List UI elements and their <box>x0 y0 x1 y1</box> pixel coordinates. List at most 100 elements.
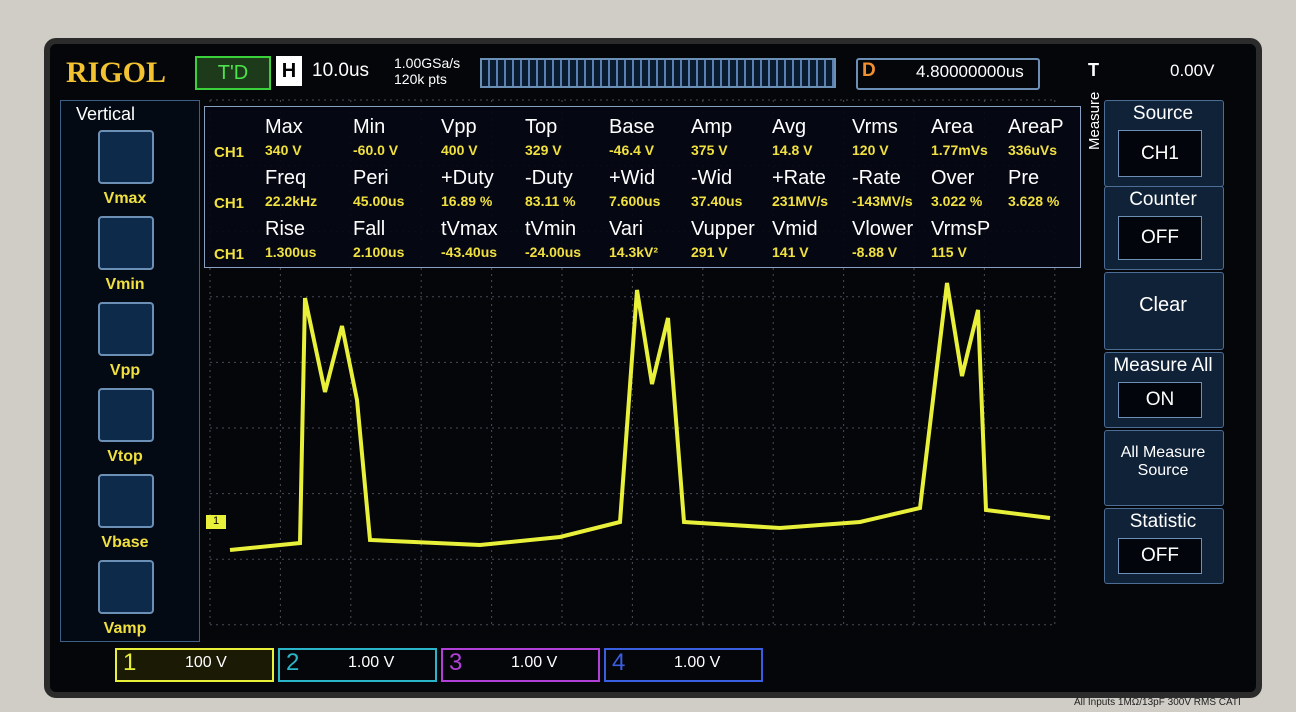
menu-value[interactable]: CH1 <box>1118 130 1202 177</box>
measure-value: 400 V <box>441 142 478 158</box>
measure-value: 141 V <box>772 244 809 260</box>
measure-name: Min <box>353 116 386 138</box>
channel-scale[interactable]: 1.00 V <box>348 654 395 671</box>
measure-name: Avg <box>772 116 807 138</box>
measure-value: 7.600us <box>609 193 661 209</box>
menu-label[interactable]: Source <box>1132 103 1194 124</box>
delay-label <box>856 58 1040 90</box>
measure-name: Vupper <box>691 218 755 240</box>
channel-scale[interactable]: 1.00 V <box>674 654 721 671</box>
measure-name: Amp <box>691 116 733 138</box>
channel-number[interactable]: 4 <box>612 649 626 676</box>
brand: RIGOL <box>66 56 167 89</box>
channel-label: CH1 <box>214 246 245 263</box>
channel-tab[interactable] <box>115 648 274 682</box>
measure-button-label[interactable]: Vamp <box>103 620 147 637</box>
menu-item[interactable] <box>1104 430 1224 506</box>
measure-value: 14.3kV² <box>609 244 659 260</box>
ch1-marker: 1 <box>206 515 226 529</box>
menu-label[interactable]: Measure All <box>1113 355 1213 376</box>
measure-name: Freq <box>265 167 307 189</box>
left-panel <box>60 100 200 642</box>
trigger-status: T'D <box>195 56 271 90</box>
timebase-label: H <box>276 56 302 86</box>
measure-button[interactable] <box>98 216 154 270</box>
measure-name: +Rate <box>772 167 826 189</box>
measure-value: 340 V <box>265 142 302 158</box>
measure-name: Fall <box>353 218 386 240</box>
measure-button-label[interactable]: Vbase <box>101 534 149 551</box>
measure-name: Vmid <box>772 218 818 240</box>
measure-name: Over <box>931 167 975 189</box>
measure-name: -Wid <box>691 167 733 189</box>
measure-table <box>204 106 1081 268</box>
measure-name: VrmsP <box>931 218 991 240</box>
measure-value: 375 V <box>691 142 728 158</box>
measure-value: -24.00us <box>525 244 582 260</box>
menu-label[interactable]: Counter <box>1129 189 1197 210</box>
measure-value: -60.0 V <box>353 142 399 158</box>
measure-name: -Rate <box>852 167 901 189</box>
measure-name: Peri <box>353 167 389 189</box>
measure-value: 120 V <box>852 142 889 158</box>
menu-title: Measure <box>1086 91 1103 150</box>
measure-name: Pre <box>1008 167 1040 189</box>
measure-button-label[interactable]: Vmax <box>103 190 147 207</box>
delay: 4.80000000us <box>916 62 1024 81</box>
measure-name: Vpp <box>441 116 477 138</box>
footer: All Inputs 1MΩ/13pF 300V RMS CATI <box>1074 697 1241 708</box>
channel-label: CH1 <box>214 144 245 161</box>
measure-value: 22.2kHz <box>265 193 318 209</box>
menu-label[interactable]: All Measure Source <box>1120 444 1206 479</box>
measure-value: 231MV/s <box>772 193 829 209</box>
menu-value[interactable]: OFF <box>1118 216 1202 260</box>
measure-name: -Duty <box>525 167 573 189</box>
measure-name: Base <box>609 116 655 138</box>
measure-button-label[interactable]: Vmin <box>105 276 145 293</box>
measure-name: Area <box>931 116 974 138</box>
memory-depth: 120k pts <box>394 71 447 87</box>
measure-name: Vari <box>609 218 644 240</box>
measure-button[interactable] <box>98 474 154 528</box>
channel-scale[interactable]: 100 V <box>185 654 227 671</box>
measure-button[interactable] <box>98 388 154 442</box>
measure-name: Top <box>525 116 558 138</box>
menu-value[interactable]: ON <box>1118 382 1202 418</box>
memory-bar <box>480 58 836 88</box>
measure-name: tVmax <box>441 218 498 240</box>
channel-label: CH1 <box>214 195 245 212</box>
measure-value: 1.300us <box>265 244 317 260</box>
measure-value: -46.4 V <box>609 142 655 158</box>
measure-name: Vrms <box>852 116 898 138</box>
measure-name: Vlower <box>852 218 914 240</box>
measure-button[interactable] <box>98 560 154 614</box>
menu-label[interactable]: Clear <box>1139 294 1187 316</box>
channel-tab[interactable] <box>278 648 437 682</box>
menu-label[interactable]: Statistic <box>1129 511 1197 532</box>
channel-number[interactable]: 1 <box>123 649 137 676</box>
measure-value: 2.100us <box>353 244 405 260</box>
menu-item[interactable] <box>1104 272 1224 350</box>
channel-tab[interactable] <box>604 648 763 682</box>
measure-button[interactable] <box>98 302 154 356</box>
channel-number[interactable]: 2 <box>286 649 300 676</box>
measure-button[interactable] <box>98 130 154 184</box>
measure-value: 3.628 % <box>1008 193 1060 209</box>
measure-value: 336uVs <box>1008 142 1058 158</box>
channel-scale[interactable]: 1.00 V <box>511 654 558 671</box>
measure-value: 329 V <box>525 142 562 158</box>
measure-value: -43.40us <box>441 244 498 260</box>
channel-tab[interactable] <box>441 648 600 682</box>
measure-value: -143MV/s <box>852 193 913 209</box>
measure-value: 1.77mVs <box>931 142 988 158</box>
measure-name: +Duty <box>441 167 494 189</box>
menu-value[interactable]: OFF <box>1118 538 1202 574</box>
sample-rate: 1.00GSa/s <box>394 55 461 71</box>
measure-value: 45.00us <box>353 193 405 209</box>
waveform-trace <box>229 282 1051 552</box>
measure-button-label[interactable]: Vtop <box>107 448 143 465</box>
channel-number[interactable]: 3 <box>449 649 463 676</box>
measure-button-label[interactable]: Vpp <box>109 362 141 379</box>
